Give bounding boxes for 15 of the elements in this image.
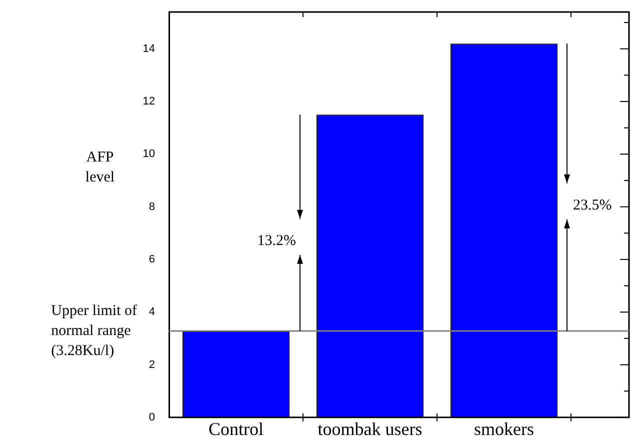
annotation: 13.2% [257,232,296,249]
y-tick-label: 6 [148,253,155,266]
y-tick-label: 12 [142,96,155,108]
y-tick-label: 2 [148,358,155,371]
x-tick-label: Control [208,418,264,439]
y-tick-label: 0 [148,411,155,424]
x-tick-label: smokers [474,418,534,439]
ref-line-label: Upper limit of normal range (3.28Ku/l) [51,302,138,359]
x-tick-label: toombak users [318,418,422,439]
y-tick-label: 10 [142,148,155,160]
y-tick-label: 8 [148,200,155,213]
y-axis-title: AFP level [85,149,115,186]
y-tick-label: 14 [142,42,155,55]
annotation: 23.5% [573,197,612,214]
y-tick-label: 4 [148,306,155,318]
